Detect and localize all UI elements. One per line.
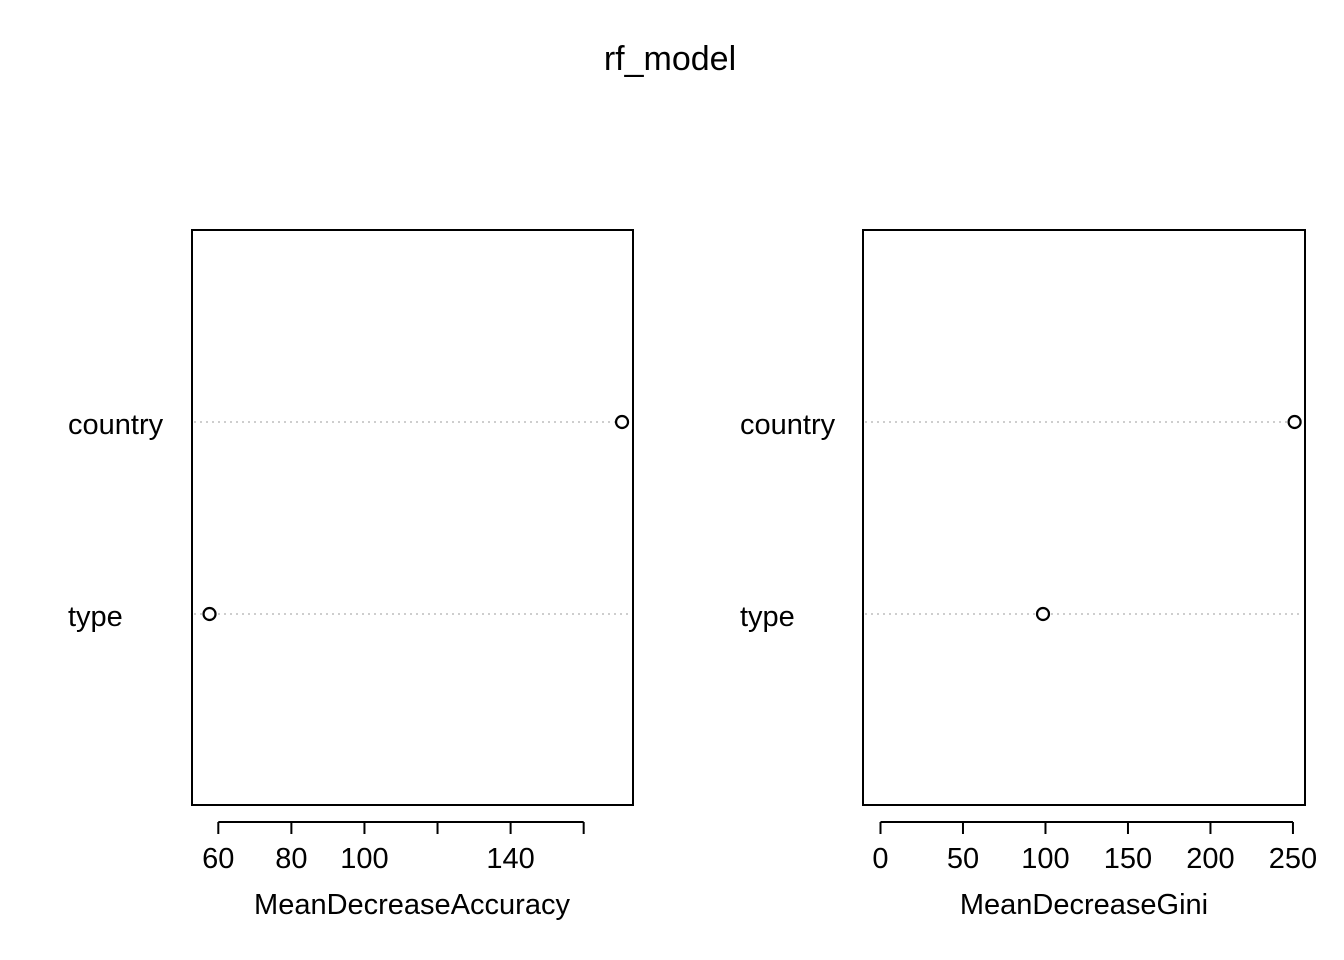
x-tick-label: 0 — [872, 843, 888, 875]
x-tick-label: 60 — [202, 843, 234, 875]
point-type — [1035, 606, 1051, 622]
category-label-type: type — [740, 601, 795, 633]
x-tick-label: 80 — [275, 843, 307, 875]
x-tick-label: 140 — [486, 843, 534, 875]
data-points — [1035, 414, 1302, 622]
x-axis-title: MeanDecreaseGini — [960, 889, 1208, 921]
plot-frame — [862, 229, 1306, 806]
point-type — [202, 606, 217, 622]
x-tick-label: 150 — [1104, 843, 1152, 875]
data-points — [202, 414, 630, 622]
x-tick-label: 200 — [1186, 843, 1234, 875]
x-axis: 0 50 100 150 200 250 — [872, 821, 1317, 875]
category-label-type: type — [68, 601, 123, 633]
point-country — [1287, 414, 1302, 430]
panel-accuracy: country type 60 80 100 140 MeanDecreaseAccur… — [68, 229, 634, 921]
category-label-country: country — [740, 409, 836, 441]
category-labels: country type — [740, 409, 836, 633]
chart-title: rf_model — [604, 40, 736, 78]
point-country — [614, 414, 630, 430]
guide-lines — [194, 421, 631, 615]
category-labels: country type — [68, 409, 164, 633]
plot-frame — [191, 229, 634, 806]
category-label-country: country — [68, 409, 164, 441]
guide-lines — [865, 421, 1303, 615]
x-axis: 60 80 100 140 — [202, 821, 585, 875]
x-tick-label: 100 — [340, 843, 388, 875]
x-axis-title: MeanDecreaseAccuracy — [254, 889, 570, 921]
panel-gini: country type 0 50 100 150 200 250 MeanDecrease… — [740, 229, 1317, 921]
x-tick-label: 250 — [1269, 843, 1317, 875]
x-tick-label: 100 — [1021, 843, 1069, 875]
x-tick-label: 50 — [947, 843, 979, 875]
